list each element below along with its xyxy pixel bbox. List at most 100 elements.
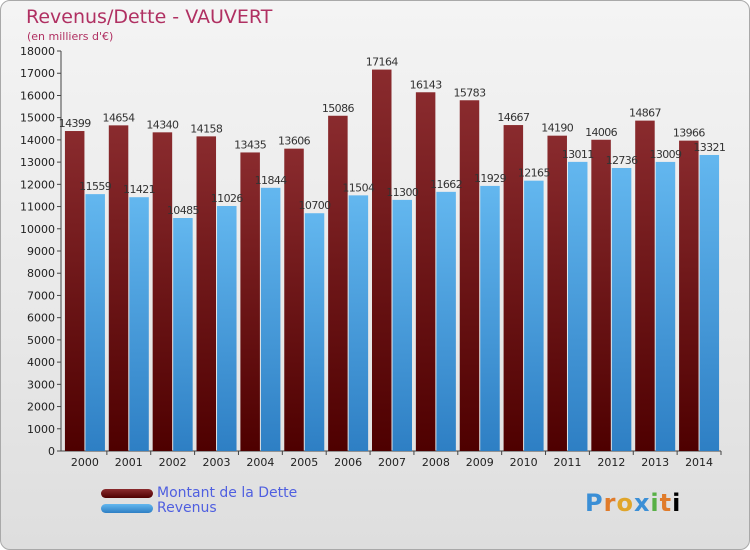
bar-dette [503, 125, 524, 452]
y-tick-label: 2000 [27, 401, 55, 414]
data-label-dette: 16143 [410, 78, 443, 91]
x-tick-label: 2009 [466, 456, 494, 469]
data-label-revenus: 13321 [693, 141, 725, 154]
data-label-dette: 14190 [541, 122, 574, 135]
data-label-revenus: 13009 [649, 148, 682, 161]
bar-dette [328, 115, 348, 451]
bar-revenus [611, 167, 632, 451]
bar-dette [152, 132, 173, 452]
bar-dette [635, 120, 655, 451]
bar-dette [591, 139, 611, 451]
data-label-dette: 17164 [366, 56, 399, 69]
y-tick-label: 3000 [27, 378, 55, 391]
y-tick-label: 11000 [20, 201, 55, 214]
data-label-revenus: 11300 [386, 186, 419, 199]
y-tick-label: 13000 [20, 156, 55, 169]
y-tick-label: 7000 [27, 289, 55, 302]
bar-dette [415, 92, 436, 452]
y-tick-label: 18000 [20, 45, 55, 58]
y-tick-label: 5000 [27, 334, 55, 347]
x-tick-label: 2012 [597, 456, 625, 469]
data-label-dette: 14667 [497, 111, 530, 124]
legend-swatch-revenus [101, 504, 153, 513]
data-label-dette: 13966 [673, 127, 706, 140]
data-label-dette: 15783 [453, 86, 486, 99]
x-tick-label: 2007 [378, 456, 406, 469]
legend-swatch-dette [101, 489, 153, 498]
y-tick-label: 17000 [20, 67, 55, 80]
bar-revenus [655, 161, 676, 451]
bars-group [64, 69, 720, 452]
x-tick-label: 2002 [159, 456, 187, 469]
data-label-dette: 14399 [59, 117, 92, 130]
x-tick-label: 2013 [641, 456, 669, 469]
y-tick-label: 14000 [20, 134, 55, 147]
data-label-revenus: 10700 [299, 199, 332, 212]
chart-subtitle: (en milliers d'€) [27, 30, 114, 43]
bar-dette [108, 125, 129, 451]
bar-revenus [392, 199, 412, 451]
x-tick-label: 2005 [290, 456, 318, 469]
y-tick-label: 12000 [20, 178, 55, 191]
bar-revenus [85, 194, 105, 451]
data-label-revenus: 10485 [167, 204, 200, 217]
y-tick-label: 15000 [20, 112, 55, 125]
data-label-revenus: 11559 [79, 180, 112, 193]
bar-dette [64, 131, 85, 451]
x-tick-label: 2004 [246, 456, 274, 469]
data-label-dette: 14654 [103, 111, 136, 124]
data-label-revenus: 11026 [211, 192, 244, 205]
bar-revenus [480, 185, 500, 451]
bar-revenus [699, 154, 720, 451]
x-tick-label: 2011 [553, 456, 581, 469]
x-tick-label: 2000 [71, 456, 99, 469]
data-label-dette: 14867 [629, 107, 662, 120]
bar-dette [459, 100, 480, 452]
data-label-dette: 14158 [190, 122, 223, 135]
bar-revenus [173, 218, 193, 451]
data-label-revenus: 11662 [430, 178, 462, 191]
y-tick-label: 4000 [27, 356, 55, 369]
bar-dette [372, 69, 392, 452]
data-label-revenus: 11504 [342, 181, 375, 194]
bar-dette [679, 140, 699, 451]
x-tick-label: 2010 [510, 456, 538, 469]
y-tick-label: 8000 [27, 267, 55, 280]
data-label-revenus: 12165 [518, 167, 551, 180]
y-tick-label: 1000 [27, 423, 55, 436]
data-label-revenus: 11421 [123, 183, 155, 196]
bar-dette [284, 148, 304, 451]
bar-revenus [217, 205, 237, 451]
data-label-dette: 13435 [234, 138, 267, 151]
data-label-dette: 14006 [585, 126, 618, 139]
proxiti-logo: Proxiti [585, 489, 682, 517]
y-tick-label: 10000 [20, 223, 55, 236]
bar-dette [240, 152, 260, 451]
legend-label-revenus: Revenus [157, 500, 217, 516]
y-tick-label: 6000 [27, 312, 55, 325]
chart-title: Revenus/Dette - VAUVERT [26, 6, 273, 28]
bar-revenus [129, 197, 149, 451]
y-axis: 0 1000 2000 3000 4000 5000 6000 7000 8000 9000 100… [20, 45, 62, 458]
data-label-revenus: 11929 [474, 172, 507, 185]
y-tick-label: 0 [48, 445, 55, 458]
x-tick-label: 2001 [115, 456, 143, 469]
data-labels-group: 14399 11559 14654 11421 14340 10485 14158 11026… [59, 56, 726, 217]
x-tick-label: 2003 [203, 456, 231, 469]
data-label-dette: 15086 [322, 102, 355, 115]
x-axis: 2000 2001 2002 2003 2004 2005 2006 2007 2008 2009… [61, 450, 722, 469]
data-label-dette: 13606 [278, 135, 311, 148]
y-tick-label: 9000 [27, 245, 55, 258]
legend-label-dette: Montant de la Dette [157, 485, 298, 501]
x-tick-label: 2008 [422, 456, 450, 469]
x-tick-label: 2014 [685, 456, 713, 469]
bar-revenus [260, 187, 281, 452]
bar-revenus [567, 161, 588, 451]
data-label-revenus: 13011 [562, 148, 594, 161]
data-label-dette: 14340 [146, 118, 179, 131]
bar-revenus [304, 213, 325, 451]
bar-dette [547, 135, 567, 451]
bar-dette [196, 136, 217, 451]
